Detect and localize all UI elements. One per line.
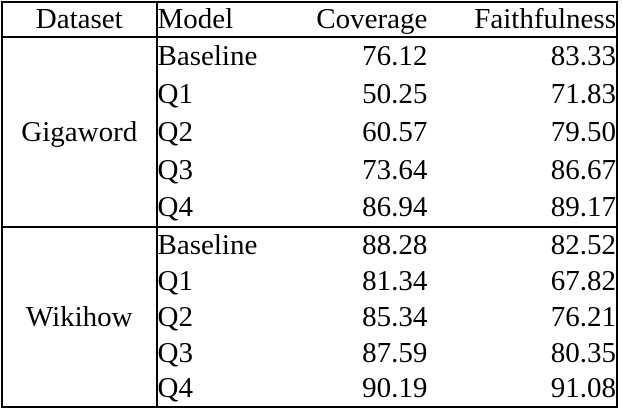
header-model: Model (157, 3, 234, 35)
table-row: Q1 81.34 67.82 (2, 263, 617, 299)
header-faithfulness: Faithfulness (474, 3, 616, 35)
model-cell: Q4 (157, 191, 193, 223)
header-coverage: Coverage (316, 3, 428, 35)
coverage-cell: 73.64 (362, 153, 428, 186)
model-cell: Baseline (157, 40, 258, 72)
model-cell: Q2 (157, 115, 193, 148)
header-dataset: Dataset (2, 2, 158, 37)
section-wikihow: Wikihow Baseline 88.28 82.52 Q1 81.34 67.82 Q2 8… (2, 227, 617, 407)
model-cell: Q3 (157, 336, 193, 369)
model-cell: Q4 (157, 372, 193, 404)
section-gigaword: Gigaword Baseline 76.12 83.33 Q1 50.25 71.83 Q2… (2, 37, 617, 227)
header-row: Dataset Model Coverage Faithfulness (2, 2, 617, 37)
table-row: Q3 73.64 86.67 (2, 151, 617, 189)
coverage-cell: 86.94 (362, 191, 428, 223)
table-row: Gigaword Baseline 76.12 83.33 (2, 37, 617, 227)
faithfulness-cell: 71.83 (550, 77, 616, 110)
coverage-cell: 50.25 (362, 77, 428, 110)
coverage-cell: 88.28 (362, 229, 428, 261)
coverage-cell: 87.59 (362, 336, 428, 369)
faithfulness-cell: 86.67 (550, 153, 616, 186)
coverage-cell: 60.57 (362, 115, 428, 148)
table-row: Q2 85.34 76.21 (2, 299, 617, 335)
coverage-cell: 76.12 (362, 40, 428, 72)
model-cell: Q1 (157, 77, 193, 110)
table-row: Q2 60.57 79.50 (2, 113, 617, 151)
coverage-cell: 81.34 (362, 264, 428, 297)
faithfulness-cell: 80.35 (550, 336, 616, 369)
dataset-cell: Wikihow (2, 227, 158, 407)
faithfulness-cell: 79.50 (550, 115, 616, 148)
model-cell: Q3 (157, 153, 193, 186)
model-cell: Q1 (157, 264, 193, 297)
model-cell: Q2 (157, 300, 193, 333)
faithfulness-cell: 89.17 (550, 191, 616, 223)
table-row: Q1 50.25 71.83 (2, 75, 617, 113)
faithfulness-cell: 91.08 (550, 372, 616, 404)
table-row: Q3 87.59 80.35 (2, 335, 617, 371)
dataset-cell: Gigaword (2, 37, 158, 227)
table-row: Q4 86.94 89.17 (2, 189, 617, 227)
faithfulness-cell: 82.52 (550, 229, 616, 261)
coverage-cell: 90.19 (362, 372, 428, 404)
table-header: Dataset Model Coverage Faithfulness (2, 2, 617, 37)
model-cell: Baseline (157, 229, 258, 261)
faithfulness-cell: 83.33 (550, 40, 616, 72)
results-table: Dataset Model Coverage Faithfulness Giga… (1, 1, 618, 408)
table-row: Wikihow Baseline 88.28 82.52 (2, 227, 617, 407)
faithfulness-cell: 67.82 (550, 264, 616, 297)
faithfulness-cell: 76.21 (550, 300, 616, 333)
coverage-cell: 85.34 (362, 300, 428, 333)
table-row: Q4 90.19 91.08 (2, 371, 617, 407)
